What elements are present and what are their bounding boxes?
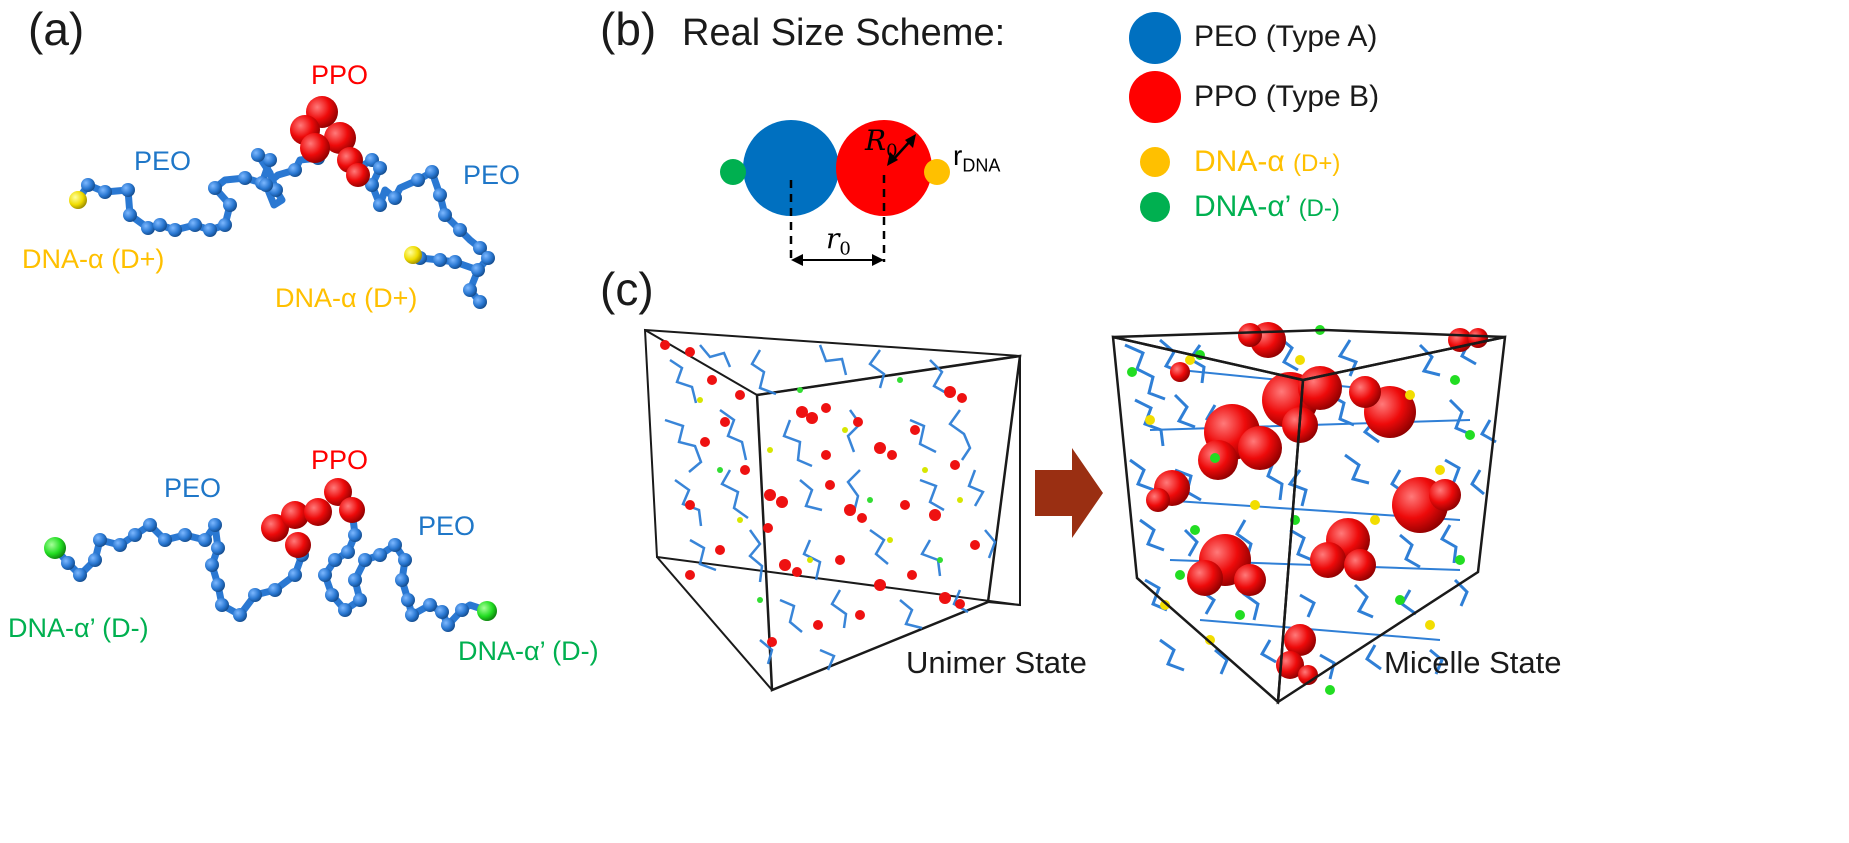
panel-c-label: (c) [600, 263, 654, 315]
top-peo-right-label: PEO [463, 160, 521, 190]
chain-top-dna-left-bead [69, 191, 87, 209]
chain-top [69, 96, 495, 309]
transition-arrow [1035, 448, 1103, 538]
legend-dna-plus-swatch [1140, 147, 1170, 177]
chain-bottom-ppo-block [261, 478, 365, 558]
scheme-title: Real Size Scheme: [682, 12, 1006, 54]
chain-top-dna-right-bead [404, 246, 422, 264]
chain-top-ppo-block [290, 96, 370, 187]
legend-dna-minus-label: DNA-α’ (D-) [1194, 190, 1340, 223]
chain-bottom-peo-right [321, 509, 487, 629]
chain-bottom-dna-right-bead [477, 601, 497, 621]
top-ppo-label: PPO [311, 60, 369, 90]
chain-bottom-dna-left-bead [44, 537, 66, 559]
scheme-dna-minus-circle [720, 159, 746, 185]
legend-dna-plus-label: DNA-α (D+) [1194, 145, 1341, 178]
scheme-distance-label: r0 [826, 222, 851, 260]
legend-ppo-label: PPO (Type B) [1194, 80, 1380, 113]
scheme-small-radius-label: rDNA [953, 140, 1001, 176]
bottom-dna-left-label: DNA-α’ (D-) [8, 613, 149, 643]
chain-top-peo-left [75, 151, 319, 234]
bottom-peo-right-label: PEO [418, 511, 476, 541]
legend-ppo-swatch [1129, 71, 1181, 123]
scheme-big-radius-label: R0 [865, 124, 898, 162]
scheme-peo-circle [743, 120, 839, 216]
chain-bottom-peo-left [52, 521, 306, 619]
legend-peo-swatch [1129, 12, 1181, 64]
unimer-box [643, 328, 1022, 692]
size-scheme [720, 120, 950, 266]
bottom-peo-left-label: PEO [164, 473, 222, 503]
top-dna-left-label: DNA-α (D+) [22, 244, 165, 274]
micelle-state-label: Micelle State [1384, 645, 1562, 680]
legend-peo-label: PEO (Type A) [1194, 20, 1378, 53]
panel-a-label: (a) [28, 3, 85, 55]
bottom-ppo-label: PPO [311, 445, 369, 475]
panel-b-label: (b) [600, 3, 657, 55]
unimer-state-label: Unimer State [906, 645, 1087, 680]
legend-dna-minus-swatch [1140, 192, 1170, 222]
chain-bottom [44, 478, 497, 632]
bottom-dna-right-label: DNA-α’ (D-) [458, 636, 599, 666]
top-dna-right-label: DNA-α (D+) [275, 283, 418, 313]
micelle-box [1111, 322, 1507, 705]
scheme-dna-plus-circle [924, 159, 950, 185]
top-peo-left-label: PEO [134, 146, 192, 176]
chain-top-link [419, 254, 480, 274]
